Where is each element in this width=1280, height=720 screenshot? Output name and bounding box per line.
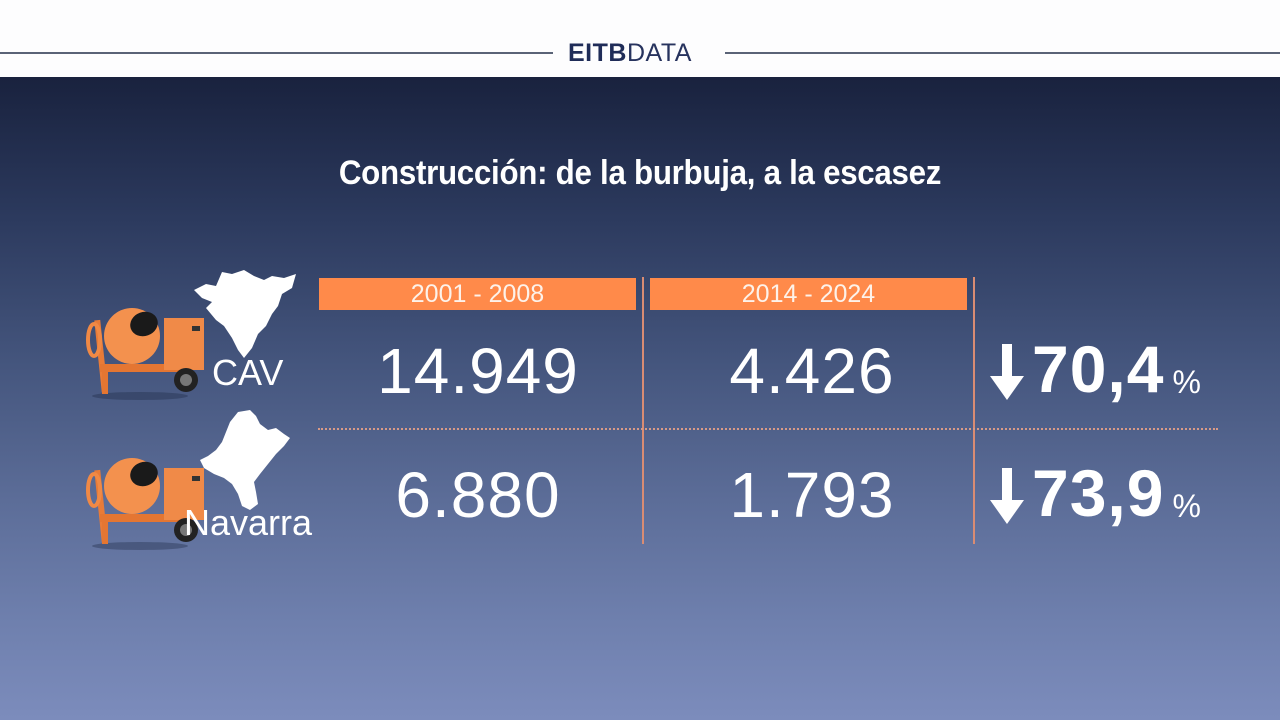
logo-bold-text: EITB [568,39,627,67]
column-divider-1 [642,277,644,544]
region-label-navarra: Navarra [184,502,313,543]
percent-sign: % [1172,364,1201,400]
header-bar: EITBDATA [0,0,1280,77]
cement-mixer-icon [80,300,210,405]
period-header-2: 2014 - 2024 [650,278,967,310]
value-navarra-2014-2024: 1.793 [729,459,895,531]
arrow-down-icon [990,468,1024,524]
basque-country-map-icon [192,268,300,365]
navarra-map-icon [198,408,294,517]
period-header-1: 2001 - 2008 [319,278,636,310]
cement-mixer-icon [80,450,210,555]
logo-light-text: DATA [626,39,692,67]
infographic-background [0,77,1280,720]
value-cav-2014-2024: 4.426 [729,335,895,407]
region-label-cav: CAV [212,352,284,393]
column-divider-2 [973,277,975,544]
change-cav: 70,4 % [990,336,1201,402]
arrow-down-icon [990,344,1024,400]
header-rule-right [725,52,1280,54]
infographic-title: Construcción: de la burbuja, a la escase… [338,154,942,192]
row-divider-dotted [318,428,1218,430]
eitb-data-logo: EITBDATA [568,38,692,68]
change-value-navarra: 73,9 [1032,456,1165,530]
header-rule-left [0,52,553,54]
change-value-cav: 70,4 [1032,332,1165,406]
change-navarra: 73,9 % [990,460,1201,526]
value-navarra-2001-2008: 6.880 [395,459,561,531]
percent-sign: % [1172,488,1201,524]
value-cav-2001-2008: 14.949 [377,335,579,407]
